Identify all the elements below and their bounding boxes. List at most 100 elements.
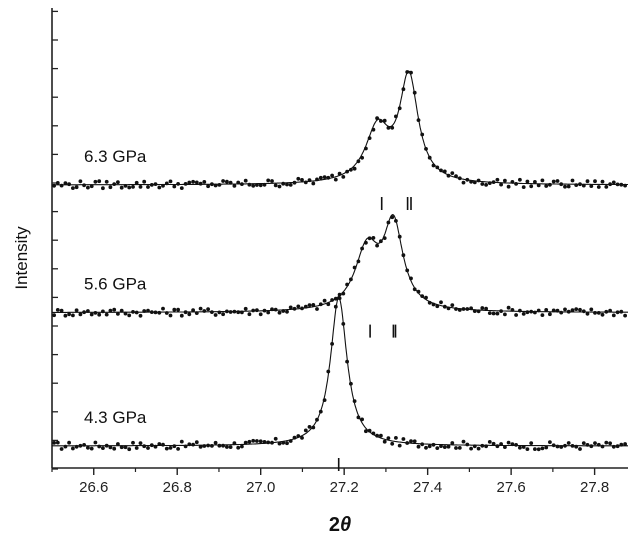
data-point — [228, 180, 233, 185]
data-point — [435, 304, 440, 309]
data-point — [412, 90, 417, 95]
data-point — [322, 175, 327, 180]
data-point — [97, 312, 102, 317]
data-point — [78, 179, 83, 184]
data-point — [318, 409, 323, 414]
data-point — [360, 417, 364, 422]
data-point — [89, 312, 94, 317]
data-point — [172, 184, 177, 189]
data-point — [345, 359, 349, 364]
data-point — [191, 308, 196, 313]
data-point — [439, 444, 443, 448]
data-point — [183, 182, 188, 186]
data-point — [518, 177, 522, 182]
data-point — [356, 159, 361, 164]
data-point — [431, 163, 436, 168]
data-point — [457, 308, 462, 312]
data-point — [221, 179, 226, 183]
data-point — [529, 441, 534, 445]
data-point — [424, 295, 428, 300]
x-ticks: 26.6 26.8 27.0 27.2 27.4 27.6 27.8 — [51, 468, 609, 496]
data-point — [360, 246, 364, 251]
data-point — [442, 169, 447, 174]
data-point — [258, 439, 263, 444]
data-point — [337, 171, 342, 176]
data-point — [300, 306, 304, 311]
data-point — [138, 441, 143, 445]
data-point — [551, 308, 556, 313]
data-point — [232, 184, 237, 188]
data-point — [487, 311, 492, 315]
data-point — [240, 182, 244, 187]
data-point — [581, 441, 586, 445]
data-point — [364, 146, 368, 151]
data-point — [198, 306, 203, 311]
data-point — [71, 186, 75, 191]
data-point — [288, 439, 293, 443]
data-point — [608, 182, 612, 187]
data-point — [619, 309, 624, 314]
data-point — [93, 179, 98, 184]
data-point — [491, 311, 496, 316]
data-point — [318, 302, 323, 307]
data-point — [589, 307, 594, 312]
data-point — [394, 436, 398, 440]
x-axis-title: 2θ — [329, 514, 351, 536]
data-point — [544, 445, 549, 450]
data-point — [183, 310, 188, 315]
data-point — [59, 183, 64, 188]
data-point — [469, 306, 473, 311]
data-point — [596, 442, 601, 447]
data-point — [409, 276, 413, 281]
data-point — [450, 441, 455, 445]
data-point — [390, 441, 395, 446]
data-point — [210, 310, 214, 314]
data-point — [457, 446, 462, 450]
data-point — [255, 308, 259, 313]
data-point — [172, 444, 177, 449]
x-tick-label: 27.2 — [330, 479, 359, 496]
data-point — [364, 429, 368, 434]
data-point — [266, 178, 271, 183]
data-point — [138, 185, 143, 189]
data-point — [596, 311, 601, 315]
data-point — [119, 185, 124, 190]
data-point — [228, 445, 233, 449]
data-point — [585, 179, 590, 184]
data-point — [277, 441, 282, 446]
data-point — [472, 180, 477, 185]
series-3: 6.3 GPa — [52, 70, 628, 210]
data-point — [454, 307, 458, 311]
data-point — [574, 183, 579, 188]
data-point — [322, 298, 327, 303]
data-point — [446, 173, 451, 178]
data-point — [123, 311, 128, 316]
data-point — [495, 177, 500, 182]
data-point — [615, 444, 620, 449]
data-point — [240, 310, 244, 315]
data-point — [311, 425, 316, 430]
data-point — [307, 178, 312, 183]
data-point — [596, 185, 601, 189]
data-point — [454, 446, 458, 450]
data-point — [540, 313, 545, 317]
data-point — [611, 313, 616, 318]
data-point — [394, 114, 398, 119]
data-point — [405, 268, 410, 273]
data-point — [476, 178, 481, 183]
data-point — [427, 300, 432, 305]
data-point — [533, 180, 537, 184]
y-axis-title: Intensity — [12, 226, 31, 290]
data-point — [506, 305, 511, 310]
data-point — [206, 443, 211, 448]
data-point — [108, 185, 113, 190]
data-point — [101, 446, 105, 450]
data-point — [364, 240, 368, 245]
data-point — [225, 179, 229, 184]
data-point — [330, 173, 334, 178]
data-point — [303, 428, 308, 433]
data-point — [243, 440, 248, 445]
y-ticks — [52, 10, 58, 470]
data-point — [525, 447, 530, 451]
data-point — [499, 442, 503, 446]
